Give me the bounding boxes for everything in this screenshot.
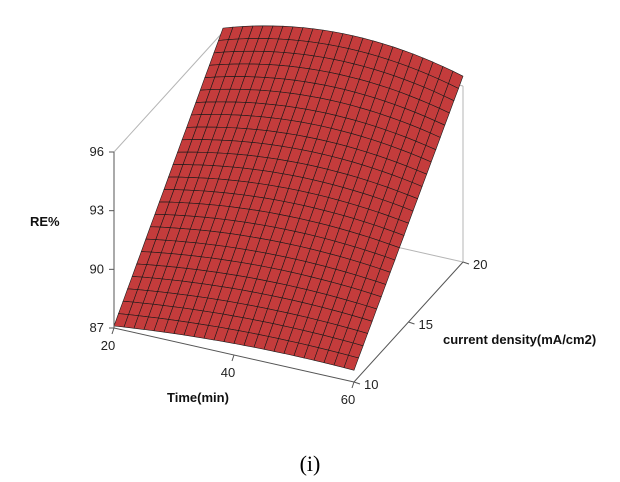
x-tick-label: 20 <box>101 338 115 353</box>
z-tick-label: 90 <box>90 261 104 276</box>
y-tick-label: 10 <box>364 377 378 392</box>
y-axis-label: current density(mA/cm2) <box>443 332 596 347</box>
x-tick-label: 40 <box>221 365 235 380</box>
x-tick-label: 60 <box>341 392 355 407</box>
tick-labels: 87 90 93 96 20 40 60 10 15 20 <box>90 144 488 407</box>
surface-cell <box>343 354 359 371</box>
y-tick-mark <box>462 261 470 265</box>
x-axis-label: Time(min) <box>167 390 229 405</box>
y-tick-label: 20 <box>473 257 487 272</box>
z-tick-label: 87 <box>90 320 104 335</box>
z-axis-label: RE% <box>30 214 60 229</box>
z-tick-label: 96 <box>90 144 104 159</box>
figure-caption: (i) <box>300 451 321 476</box>
y-tick-mark <box>408 321 415 325</box>
x-tick-mark <box>351 381 355 389</box>
x-tick-mark <box>231 354 235 362</box>
z-tick-label: 93 <box>90 203 104 218</box>
response-surface <box>113 25 464 371</box>
x-tick-mark <box>111 327 115 335</box>
box-edge <box>113 31 224 153</box>
y-tick-mark <box>353 381 361 385</box>
y-tick-label: 15 <box>419 317 433 332</box>
